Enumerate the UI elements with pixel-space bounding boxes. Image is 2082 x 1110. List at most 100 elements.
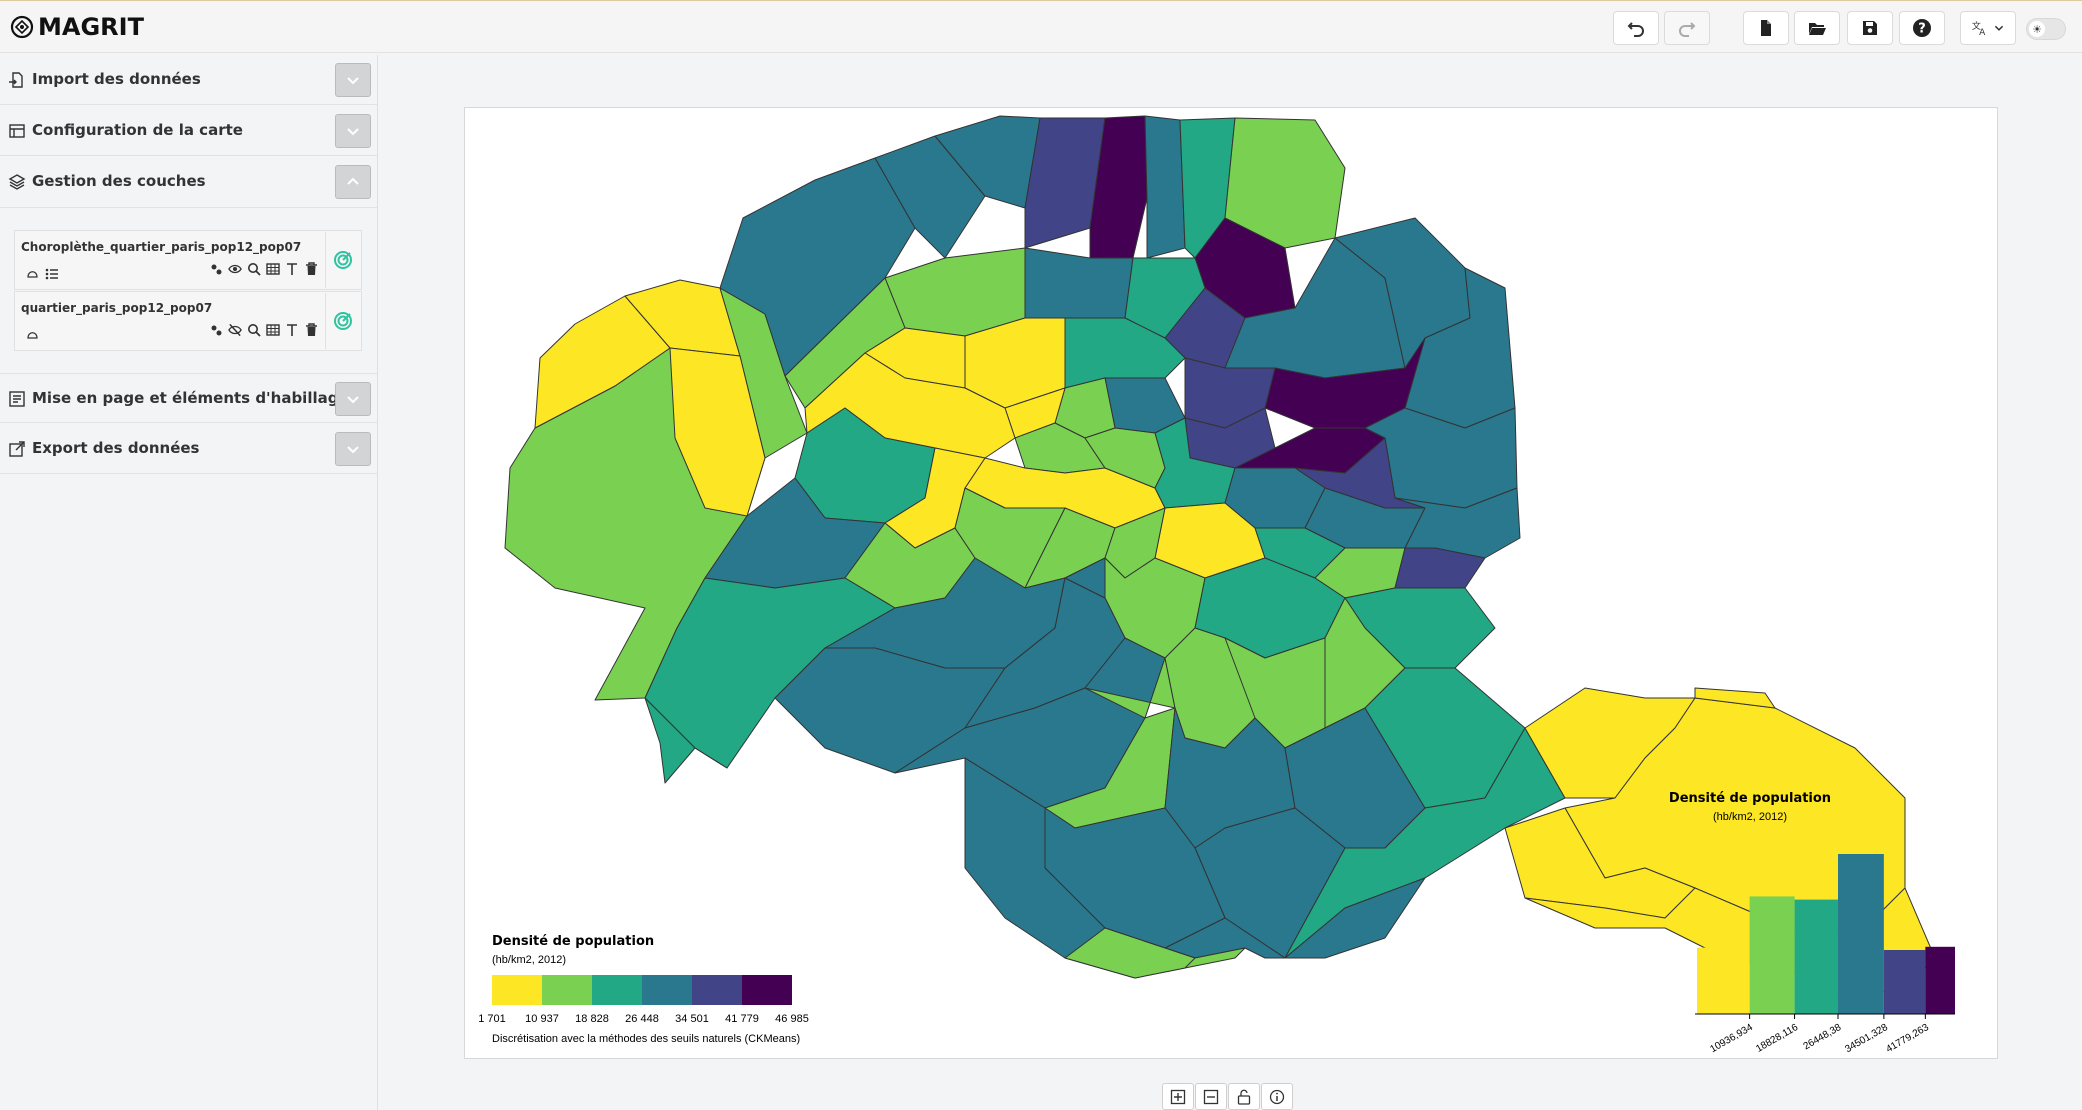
expand-toggle[interactable] (335, 432, 371, 466)
unlock-icon (1237, 1089, 1251, 1105)
legend-color-scale (492, 975, 792, 1005)
visibility-eye-off-icon[interactable] (228, 323, 242, 337)
svg-text:A: A (1979, 28, 1986, 37)
import-icon (9, 72, 23, 88)
collapse-toggle[interactable] (335, 165, 371, 199)
zoom-out-icon (1203, 1089, 1219, 1104)
target-icon[interactable] (325, 232, 360, 288)
label-text-icon[interactable] (285, 323, 299, 337)
undo-icon (1627, 22, 1644, 37)
layer-item[interactable]: Choroplèthe_quartier_paris_pop12_pop07 (14, 230, 362, 290)
layer-name: Choroplèthe_quartier_paris_pop12_pop07 (21, 240, 302, 254)
section-import[interactable]: Import des données (0, 55, 377, 105)
map-config-icon (9, 124, 25, 138)
legend-note: Discrétisation avec la méthodes des seui… (492, 1033, 801, 1045)
choropleth-map[interactable] (465, 108, 1997, 1058)
lock-button[interactable] (1228, 1083, 1260, 1110)
theme-toggle[interactable]: ☀ (2026, 18, 2066, 40)
open-folder-icon (1809, 23, 1826, 35)
visibility-eye-icon[interactable] (228, 262, 242, 276)
save-project-button[interactable] (1847, 11, 1893, 45)
layer-name: quartier_paris_pop12_pop07 (21, 301, 213, 315)
info-button[interactable] (1261, 1083, 1293, 1110)
help-button[interactable]: ? (1899, 11, 1945, 45)
legend-subtitle: (hb/km2, 2012) (492, 954, 566, 966)
open-project-button[interactable] (1794, 11, 1840, 45)
magrit-logo-icon (10, 15, 34, 39)
zoom-to-layer-icon[interactable] (247, 262, 261, 276)
map-canvas[interactable]: Densité de population (hb/km2, 2012) 1 7… (464, 107, 1998, 1059)
legend-class-5 (692, 975, 742, 1005)
table-icon[interactable] (266, 323, 280, 337)
layer-item[interactable]: quartier_paris_pop12_pop07 (14, 291, 362, 351)
district-region (1024, 117, 1106, 249)
layout-icon (9, 391, 25, 407)
legend-tick: 41 779 (725, 1013, 759, 1025)
section-map-config[interactable]: Configuration de la carte (0, 106, 377, 156)
layers-icon (8, 174, 26, 190)
legend-tick: 26 448 (625, 1013, 659, 1025)
layer-manager: Choroplèthe_quartier_paris_pop12_pop07 q… (14, 230, 362, 358)
sun-icon: ☀ (2029, 21, 2045, 37)
section-title: Gestion des couches (32, 172, 206, 190)
expand-toggle[interactable] (335, 63, 371, 97)
settings-icon[interactable] (209, 323, 223, 337)
district-region (1064, 557, 1106, 599)
district-region (884, 247, 1026, 337)
sidebar: Import des données Configuration de la c… (0, 55, 378, 1110)
histogram-axis-ticks (1749, 1014, 1926, 1019)
legend-class-3 (592, 975, 642, 1005)
chevron-up-icon (347, 177, 359, 185)
export-icon (9, 441, 25, 457)
chevron-down-icon (347, 77, 359, 85)
app-logo: MAGRIT (10, 13, 144, 41)
histogram-bars (1697, 854, 1955, 1014)
help-icon: ? (1913, 19, 1931, 37)
undo-button[interactable] (1613, 11, 1659, 45)
legend-tick: 10 937 (525, 1013, 559, 1025)
chevron-down-icon (347, 446, 359, 454)
legend-tick: 34 501 (675, 1013, 709, 1025)
section-title: Export des données (32, 439, 200, 457)
target-icon[interactable] (325, 293, 360, 349)
trash-icon[interactable] (304, 323, 318, 337)
trash-icon[interactable] (304, 262, 318, 276)
redo-icon (1679, 22, 1696, 37)
zoom-in-button[interactable] (1162, 1083, 1194, 1110)
expand-toggle[interactable] (335, 382, 371, 416)
chevron-down-icon (347, 396, 359, 404)
zoom-out-button[interactable] (1195, 1083, 1227, 1110)
histogram-bar (1925, 946, 1955, 1014)
section-layout[interactable]: Mise en page et éléments d'habillage (0, 373, 377, 423)
histogram-title: Densité de population (1668, 791, 1832, 806)
legend-tick: 18 828 (575, 1013, 609, 1025)
table-icon[interactable] (266, 262, 280, 276)
label-text-icon[interactable] (285, 262, 299, 276)
map-tools (1162, 1083, 1294, 1110)
district-region (644, 697, 728, 784)
section-layers[interactable]: Gestion des couches (0, 157, 377, 207)
histogram-bar (1837, 854, 1884, 1014)
settings-icon[interactable] (209, 262, 223, 276)
district-region (1694, 687, 1776, 709)
histogram-subtitle: (hb/km2, 2012) (1713, 811, 1787, 823)
histogram-bar (1749, 896, 1795, 1014)
histogram-bar (1883, 950, 1926, 1014)
section-export[interactable]: Export des données (0, 424, 377, 474)
district-region (1064, 927, 1196, 979)
legend-class-6 (742, 975, 792, 1005)
new-project-button[interactable] (1743, 11, 1789, 45)
app-name: MAGRIT (38, 13, 144, 41)
new-file-icon (1761, 20, 1771, 36)
svg-text:文: 文 (1972, 20, 1981, 32)
histogram-bar (1697, 947, 1750, 1014)
legend-class-2 (542, 975, 592, 1005)
legend-tick: 46 985 (775, 1013, 809, 1025)
section-title: Mise en page et éléments d'habillage (32, 389, 349, 407)
expand-toggle[interactable] (335, 114, 371, 148)
zoom-to-layer-icon[interactable] (247, 323, 261, 337)
redo-button[interactable] (1664, 11, 1710, 45)
legend-list-icon[interactable] (45, 266, 59, 280)
